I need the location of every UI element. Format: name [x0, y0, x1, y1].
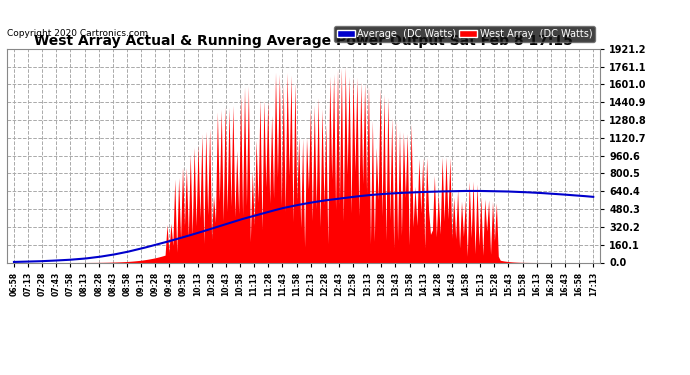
Title: West Array Actual & Running Average Power Output Sat Feb 8 17:15: West Array Actual & Running Average Powe…	[34, 34, 573, 48]
Legend: Average  (DC Watts), West Array  (DC Watts): Average (DC Watts), West Array (DC Watts…	[334, 26, 595, 42]
Text: Copyright 2020 Cartronics.com: Copyright 2020 Cartronics.com	[7, 29, 148, 38]
